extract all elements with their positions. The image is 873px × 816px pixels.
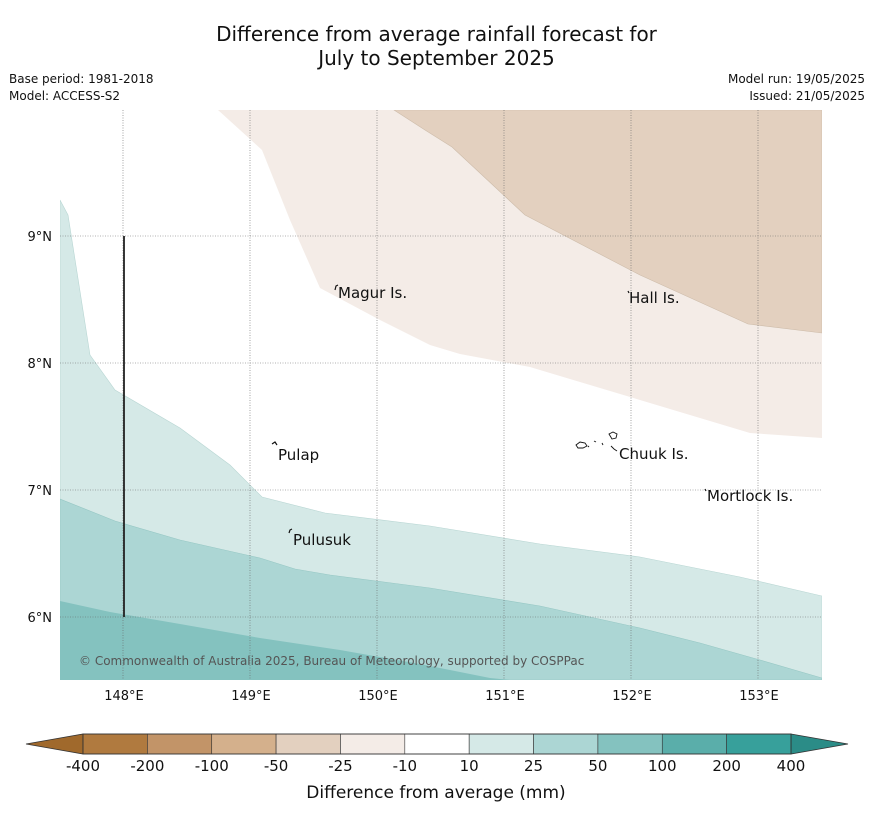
colorbar-bin <box>597 733 663 755</box>
colorbar-bin <box>661 733 727 755</box>
island-magur <box>334 284 339 291</box>
place-labels: Magur Is. Hall Is. Pulap Chuuk Is. Mortl… <box>278 284 793 549</box>
lon-label-152e: 152°E <box>612 689 652 704</box>
island-pulusuk <box>288 528 293 534</box>
colorbar-bin <box>82 733 148 755</box>
colorbar-bin <box>340 733 406 755</box>
colorbar-bins <box>82 733 792 755</box>
model-text: Model: ACCESS-S2 <box>9 89 121 103</box>
island-mortlock <box>704 488 707 492</box>
base-period-text: Base period: 1981-2018 <box>9 72 154 86</box>
colorbar-tick-label: -50 <box>264 757 289 775</box>
colorbar: -400 -200 -100 -50 -25 -10 10 25 50 100 200 400 <box>25 733 849 775</box>
colorbar-bin <box>468 733 534 755</box>
place-label-pulusuk: Pulusuk <box>293 531 351 549</box>
lon-label-151e: 151°E <box>485 689 525 704</box>
colorbar-tick-label: -10 <box>393 757 418 775</box>
colorbar-bin <box>726 733 792 755</box>
lat-label-9n: 9°N <box>28 230 53 245</box>
colorbar-extend-low <box>25 733 84 755</box>
place-label-magur: Magur Is. <box>338 284 407 302</box>
colorbar-tick-label: -200 <box>130 757 164 775</box>
zone-minus-50-to-minus-25 <box>393 110 822 334</box>
island-hall <box>627 290 630 294</box>
colorbar-tick-label: -25 <box>328 757 353 775</box>
lon-label-148e: 148°E <box>104 689 144 704</box>
meta-left: Base period: 1981-2018 Model: ACCESS-S2 <box>9 71 154 105</box>
graticule <box>60 110 822 680</box>
colorbar-frame <box>82 733 792 755</box>
colorbar-tick-label: 25 <box>524 757 543 775</box>
place-label-hall: Hall Is. <box>629 289 680 307</box>
zone-50-to-100 <box>60 601 510 680</box>
colorbar-bin <box>147 733 213 755</box>
map-title: Difference from average rainfall forecas… <box>0 22 873 70</box>
issued-text: Issued: 21/05/2025 <box>749 89 865 103</box>
model-run-text: Model run: 19/05/2025 <box>727 72 865 86</box>
map-area <box>60 110 822 680</box>
lat-label-7n: 7°N <box>28 484 53 499</box>
lon-label-153e: 153°E <box>739 689 779 704</box>
colorbar-bin <box>404 733 470 755</box>
place-label-chuuk: Chuuk Is. <box>619 445 688 463</box>
lon-label-149e: 149°E <box>231 689 271 704</box>
lat-label-8n: 8°N <box>28 357 53 372</box>
colorbar-label: Difference from average (mm) <box>306 783 565 803</box>
colorbar-tick-label: 50 <box>588 757 607 775</box>
colorbar-tick-label: 100 <box>648 757 677 775</box>
place-label-mortlock: Mortlock Is. <box>707 487 793 505</box>
colorbar-tick-label: -400 <box>66 757 100 775</box>
islands <box>271 284 707 534</box>
map-title-line1: Difference from average rainfall forecas… <box>216 22 657 46</box>
colorbar-tick-label: 10 <box>460 757 479 775</box>
map-title-line2: July to September 2025 <box>318 46 555 70</box>
island-pulap <box>271 441 278 446</box>
colorbar-tick-label: -100 <box>195 757 229 775</box>
lat-axis: 9°N 8°N 7°N 6°N <box>28 230 53 626</box>
lon-axis: 148°E 149°E 150°E 151°E 152°E 153°E <box>104 689 779 704</box>
colorbar-ticks: -400 -200 -100 -50 -25 -10 10 25 50 100 200 400 <box>66 757 805 775</box>
colorbar-bin <box>533 733 599 755</box>
island-chuuk <box>575 431 618 452</box>
colorbar-tick-label: 200 <box>712 757 741 775</box>
lon-label-150e: 150°E <box>358 689 398 704</box>
colorbar-bin <box>211 733 277 755</box>
place-label-pulap: Pulap <box>278 446 319 464</box>
colorbar-tick-label: 400 <box>777 757 806 775</box>
colorbar-bin <box>275 733 341 755</box>
meta-right: Model run: 19/05/2025 Issued: 21/05/2025 <box>728 71 865 105</box>
copyright-text: © Commonwealth of Australia 2025, Bureau… <box>79 654 584 668</box>
zone-25-to-50 <box>60 498 822 680</box>
colorbar-extend-high <box>790 733 849 755</box>
lat-label-6n: 6°N <box>28 611 53 626</box>
